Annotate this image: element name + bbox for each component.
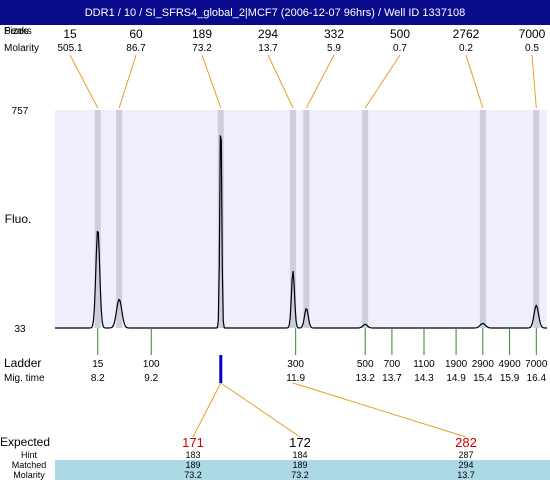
fluorescence-trace [55, 135, 547, 329]
mig-time-label: Mig. time [4, 373, 45, 384]
matched-value: 189 [185, 460, 200, 470]
ladder-time-label: 13.7 [382, 373, 402, 384]
peak-molarity-label: 0.2 [459, 43, 473, 54]
sizes-row-label: Sizes [4, 26, 28, 37]
ladder-size-label: 4900 [498, 359, 521, 370]
molarity-row-label: Molarity [4, 43, 39, 54]
chart-title: DDR1 / 10 / SI_SFRS4_global_2|MCF7 (2006… [84, 6, 466, 19]
expected-row-label: Expected [0, 435, 50, 449]
ladder-time-label: 15.4 [473, 373, 493, 384]
molarity-value: 73.2 [291, 470, 309, 480]
peak-connector-line [118, 54, 137, 109]
ladder-size-label: 500 [357, 359, 374, 370]
ladder-size-label: 7000 [525, 359, 548, 370]
peak-band [116, 110, 123, 328]
peak-connector-line [364, 54, 401, 109]
expected-connector-line [220, 382, 301, 438]
peak-size-label: 332 [324, 27, 344, 41]
ladder-size-label: 300 [287, 359, 304, 370]
expected-value: 282 [455, 435, 477, 450]
peak-band [362, 110, 369, 328]
peak-molarity-label: 5.9 [327, 43, 341, 54]
peak-band [303, 110, 310, 328]
expected-value: 171 [182, 435, 204, 450]
plot-area [55, 110, 547, 328]
matched-row-label: Matched [12, 460, 47, 470]
ladder-time-label: 16.4 [527, 373, 547, 384]
peak-molarity-label: 86.7 [126, 43, 146, 54]
peak-size-label: 294 [258, 27, 278, 41]
peak-molarity-label: 505.1 [57, 43, 82, 54]
ladder-size-label: 1100 [413, 359, 435, 370]
ladder-time-label: 13.2 [355, 373, 375, 384]
peak-connector-line [201, 54, 222, 109]
ladder-size-label: 2900 [472, 359, 495, 370]
molarity-value: 13.7 [457, 470, 475, 480]
peak-band [479, 110, 486, 328]
ladder-size-label: 1900 [445, 359, 468, 370]
expected-connector-line [192, 382, 222, 438]
peak-band [217, 110, 224, 328]
ladder-time-label: 15.9 [500, 373, 520, 384]
peak-size-label: 189 [192, 27, 212, 41]
peak-connector-line [465, 54, 484, 109]
matched-row-band [55, 460, 550, 480]
molarity-table-row-label: Molarity [13, 470, 45, 480]
title-bar: DDR1 / 10 / SI_SFRS4_global_2|MCF7 (2006… [0, 0, 550, 25]
peak-size-label: 15 [63, 27, 77, 41]
ladder-label: Ladder [4, 356, 41, 370]
ladder-size-label: 100 [143, 359, 160, 370]
peak-size-label: 7000 [519, 27, 546, 41]
peak-connector-line [267, 54, 294, 109]
molarity-value: 73.2 [184, 470, 202, 480]
y-axis-label: Fluo. [5, 212, 32, 226]
hint-row-label: Hint [21, 450, 38, 460]
hint-value: 183 [185, 450, 200, 460]
ladder-time-label: 9.2 [144, 373, 158, 384]
peak-molarity-label: 0.7 [393, 43, 407, 54]
expected-value: 172 [289, 435, 311, 450]
hint-value: 287 [458, 450, 473, 460]
peak-connector-line [305, 54, 335, 109]
ladder-time-label: 8.2 [91, 373, 105, 384]
peak-connector-line [69, 54, 99, 109]
peak-molarity-label: 0.5 [525, 43, 539, 54]
ladder-time-label: 11.9 [286, 373, 305, 384]
ladder-time-label: 14.9 [446, 373, 466, 384]
peak-size-label: 500 [390, 27, 410, 41]
peak-molarity-label: 73.2 [192, 43, 212, 54]
y-tick-label-757: 757 [12, 106, 29, 117]
matched-value: 294 [458, 460, 473, 470]
ladder-size-label: 700 [384, 359, 401, 370]
expected-connector-line [292, 382, 467, 438]
peak-band [94, 110, 101, 328]
peak-molarity-label: 13.7 [258, 43, 278, 54]
y-tick-label-33: 33 [14, 324, 26, 335]
matched-value: 189 [292, 460, 307, 470]
peak-band [289, 110, 296, 328]
peak-band [533, 110, 540, 328]
ladder-size-label: 15 [92, 359, 104, 370]
peak-connector-line [531, 54, 537, 109]
ladder-time-label: 14.3 [414, 373, 434, 384]
peak-size-label: 2762 [453, 27, 480, 41]
peaks-row-label: Peaks [4, 26, 32, 37]
hint-value: 184 [292, 450, 307, 460]
peak-size-label: 60 [129, 27, 143, 41]
